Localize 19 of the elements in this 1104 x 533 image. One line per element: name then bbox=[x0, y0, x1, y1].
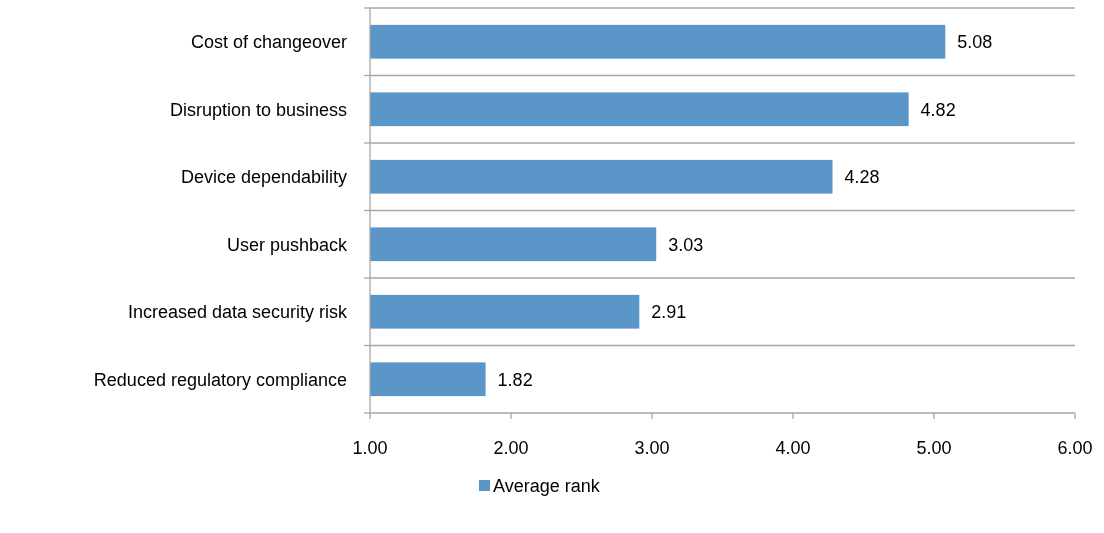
data-label: 1.82 bbox=[497, 369, 533, 390]
data-label: 2.91 bbox=[651, 302, 687, 323]
data-label: 4.82 bbox=[920, 99, 956, 120]
x-tick-label: 6.00 bbox=[1057, 438, 1093, 458]
y-tick-label: Disruption to business bbox=[169, 99, 347, 120]
x-tick-label: 5.00 bbox=[916, 438, 952, 458]
data-label: 5.08 bbox=[957, 32, 993, 53]
x-tick-label: 3.00 bbox=[634, 438, 670, 458]
y-tick-label: Reduced regulatory compliance bbox=[93, 369, 347, 390]
x-tick-label: 2.00 bbox=[493, 438, 529, 458]
y-tick-label: Increased data security risk bbox=[127, 302, 348, 323]
data-label: 3.03 bbox=[668, 234, 704, 255]
y-tick-label: Cost of changeover bbox=[190, 32, 348, 53]
legend-label: Average rank bbox=[493, 476, 601, 497]
x-tick-label: 1.00 bbox=[352, 438, 388, 458]
y-tick-label: User pushback bbox=[226, 234, 348, 255]
data-label: 4.28 bbox=[844, 167, 880, 188]
y-tick-label: Device dependability bbox=[180, 167, 347, 188]
x-tick-label: 4.00 bbox=[775, 438, 811, 458]
